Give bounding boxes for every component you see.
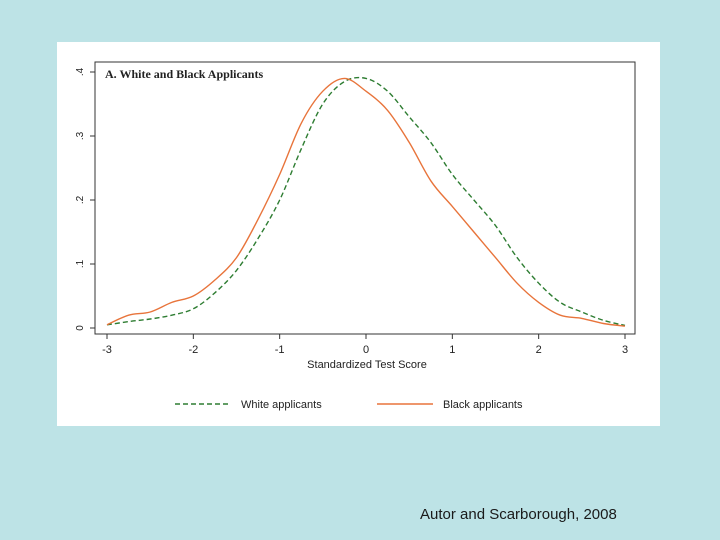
x-axis-label: Standardized Test Score [307, 359, 427, 371]
series-layer [106, 76, 626, 327]
legend: White applicants Black applicants [175, 399, 523, 411]
y-tick-label: .1 [75, 259, 86, 268]
y-tick-label: 0 [75, 325, 86, 331]
x-tick-label: 1 [449, 344, 455, 356]
chart-panel: A. White and Black Applicants 0.1.2.3.4 … [57, 42, 660, 426]
x-tick-label: 3 [622, 344, 628, 356]
series-line-white-applicants [106, 76, 626, 327]
x-tick-label: -3 [102, 344, 112, 356]
plot-frame [94, 61, 636, 335]
legend-label: Black applicants [443, 399, 523, 411]
citation-text: Autor and Scarborough, 2008 [420, 506, 617, 523]
chart-svg: A. White and Black Applicants 0.1.2.3.4 … [75, 61, 636, 411]
y-tick-label: .4 [75, 67, 86, 76]
x-tick-label: -2 [188, 344, 198, 356]
chart-title: A. White and Black Applicants [105, 67, 263, 81]
x-tick-label: 0 [363, 344, 369, 356]
y-tick-label: .2 [75, 195, 86, 204]
x-tick-label: 2 [536, 344, 542, 356]
x-tick-label: -1 [275, 344, 285, 356]
legend-label: White applicants [241, 399, 322, 411]
y-tick-label: .3 [75, 131, 86, 140]
series-line-black-applicants [106, 77, 626, 327]
y-axis: 0 .1 .2 .3 .4 [75, 67, 95, 331]
x-axis: -3 -2 -1 0 1 2 3 [102, 334, 628, 356]
